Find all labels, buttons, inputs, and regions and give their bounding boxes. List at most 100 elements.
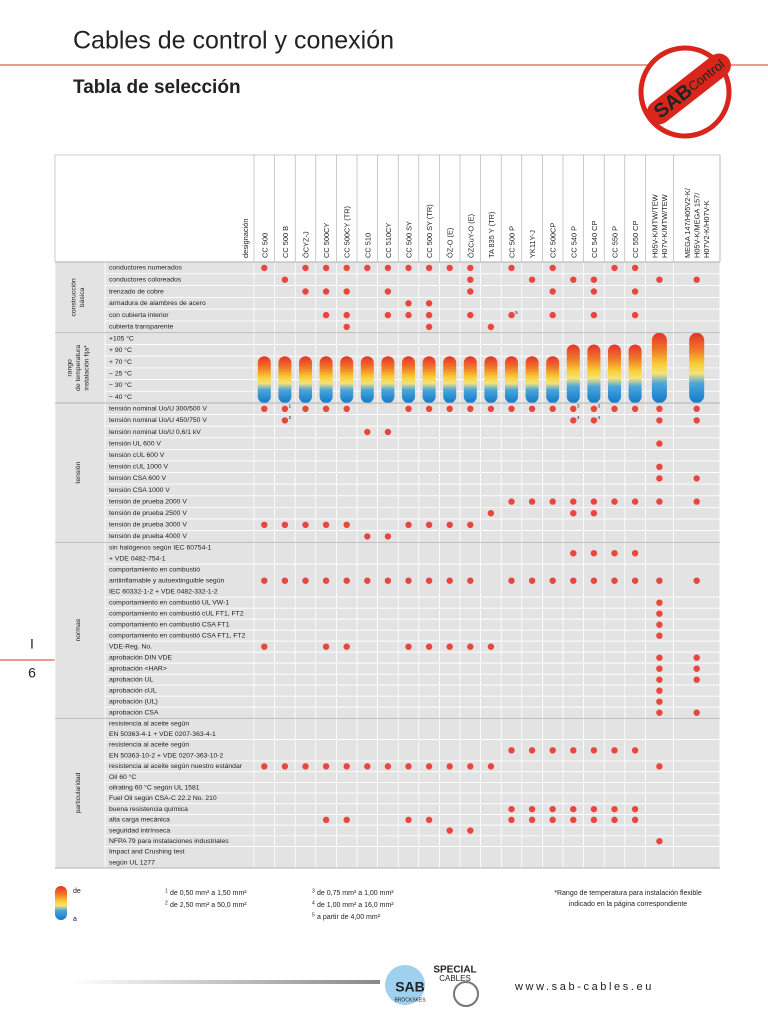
row-bg <box>104 518 721 532</box>
dot <box>425 521 433 528</box>
row-bg <box>104 448 721 462</box>
dot <box>425 816 433 824</box>
group-label: instalación fija* <box>83 345 90 391</box>
dot <box>656 577 663 584</box>
row-label: Fuel Oil según CSA-C 22.2 No. 210 <box>109 795 217 802</box>
column-header: CC 510CY <box>384 223 393 258</box>
dot <box>590 311 598 319</box>
dot <box>446 763 453 770</box>
legend-swatch <box>55 886 67 920</box>
note-text: de 0,50 mm² a 1,50 mm² <box>170 890 247 897</box>
row-label: según UL 1277 <box>109 859 155 866</box>
dot <box>528 577 536 584</box>
temperature-range <box>689 332 705 403</box>
dot <box>446 264 453 272</box>
dot <box>656 709 663 716</box>
dot <box>590 276 598 283</box>
dot <box>343 763 350 770</box>
temperature-range <box>319 356 333 403</box>
dot <box>405 405 412 412</box>
dot <box>446 521 453 528</box>
dot <box>322 288 330 295</box>
row-bg <box>104 285 721 298</box>
row-bg <box>104 695 721 708</box>
row-bg <box>104 506 721 520</box>
temperature-range <box>443 356 457 403</box>
row-label: resistencia al aceite según <box>109 742 189 749</box>
dot <box>508 816 515 824</box>
row-label: sin halógenos según IEC 60754-1 <box>109 544 212 551</box>
row-label: tensión cUL 1000 V <box>109 464 169 471</box>
dot <box>508 577 515 584</box>
column-header: YK11Y-J <box>528 230 537 258</box>
group-label: básica <box>79 287 86 307</box>
header-bg <box>54 154 721 263</box>
dot <box>343 288 350 295</box>
dot <box>570 550 577 557</box>
dot <box>322 264 330 272</box>
row-label: aprobación UL <box>109 676 153 683</box>
footer-rule <box>70 980 380 984</box>
dot <box>549 747 556 754</box>
temperature-range <box>587 344 601 403</box>
dot <box>693 665 700 672</box>
dot <box>549 288 556 295</box>
dot <box>656 463 663 470</box>
dot <box>570 498 577 505</box>
note-text: a partir de 4,00 mm² <box>317 914 381 921</box>
temperature-range <box>402 356 415 403</box>
dot <box>656 763 663 770</box>
temperature-label: − 25 °C <box>109 370 132 378</box>
row-label: tensión UL 600 V <box>109 440 161 447</box>
dot <box>446 643 453 650</box>
column-header: CC 540 CP <box>590 221 599 258</box>
dot <box>281 417 289 424</box>
row-bg <box>104 662 721 675</box>
dot <box>487 763 495 770</box>
dot <box>656 654 663 661</box>
row-bg <box>104 320 721 334</box>
dot <box>467 521 474 528</box>
dot <box>467 311 474 319</box>
dot <box>446 577 453 584</box>
dot <box>693 417 700 424</box>
row-bg <box>104 460 721 474</box>
column-header: ÖCYZ-J <box>301 231 310 258</box>
dot <box>446 827 453 834</box>
row-label: comportamiento en combustió UL VW-1 <box>109 599 229 606</box>
dot <box>549 405 556 412</box>
dot <box>611 577 618 584</box>
dot <box>590 805 598 813</box>
dot <box>322 577 330 584</box>
dot <box>343 577 350 584</box>
dot <box>549 311 556 319</box>
row-bg <box>104 684 721 697</box>
row-label: oilrating 60 °C según UL 1581 <box>109 784 200 792</box>
temperature-label: − 30 °C <box>109 381 132 389</box>
dot <box>693 405 700 412</box>
row-bg <box>104 273 721 286</box>
dot <box>549 805 556 813</box>
logo: SAB Control <box>638 45 732 139</box>
dot <box>487 405 495 412</box>
group-bg <box>54 541 106 719</box>
row-bg <box>104 651 721 664</box>
dot <box>405 521 412 528</box>
temperature-range <box>525 356 539 403</box>
row-label: tensión CSA 1000 V <box>109 487 170 494</box>
temperature-range <box>381 356 395 403</box>
dot <box>570 276 577 283</box>
dot <box>405 300 412 307</box>
row-label: tensión de prueba 4000 V <box>109 533 187 540</box>
dot <box>384 288 392 295</box>
temperature-range <box>651 332 667 403</box>
dot <box>405 816 412 824</box>
dot <box>570 805 577 813</box>
dot <box>611 816 618 824</box>
dot <box>467 405 474 412</box>
dot <box>528 816 536 824</box>
row-bg <box>104 673 721 686</box>
dot <box>467 288 474 295</box>
temperature-label: +105 °C <box>109 334 134 342</box>
dot <box>693 577 700 584</box>
